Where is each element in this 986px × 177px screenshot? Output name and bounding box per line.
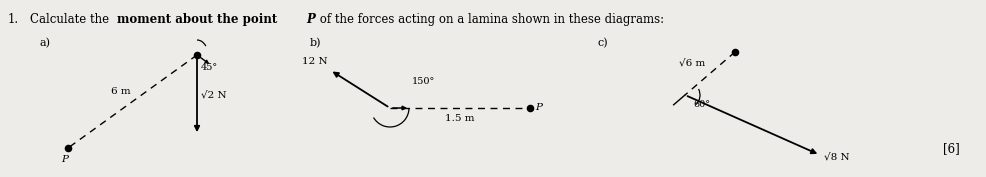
Text: Calculate the: Calculate the: [30, 13, 112, 26]
Text: b): b): [310, 38, 321, 48]
Text: moment about the point: moment about the point: [117, 13, 281, 26]
Point: [60, 147, 76, 149]
Text: 12 N: 12 N: [303, 57, 328, 66]
Text: 1.: 1.: [8, 13, 19, 26]
Text: [6]: [6]: [944, 142, 960, 155]
Text: P: P: [306, 13, 315, 26]
Text: of the forces acting on a lamina shown in these diagrams:: of the forces acting on a lamina shown i…: [316, 13, 665, 26]
Text: 45°: 45°: [201, 63, 218, 72]
Point: [189, 54, 205, 56]
Text: P: P: [61, 155, 68, 164]
Text: √8 N: √8 N: [824, 153, 850, 161]
Text: √2 N: √2 N: [201, 90, 227, 99]
Text: 6 m: 6 m: [110, 87, 130, 96]
Text: 150°: 150°: [412, 77, 435, 86]
Text: √6 m: √6 m: [678, 59, 705, 67]
Text: c): c): [598, 38, 608, 48]
Text: 60°: 60°: [693, 100, 710, 109]
Text: 1.5 m: 1.5 m: [446, 114, 474, 123]
Point: [727, 51, 742, 53]
Text: P: P: [535, 104, 542, 113]
Point: [523, 107, 538, 109]
Text: a): a): [40, 38, 51, 48]
